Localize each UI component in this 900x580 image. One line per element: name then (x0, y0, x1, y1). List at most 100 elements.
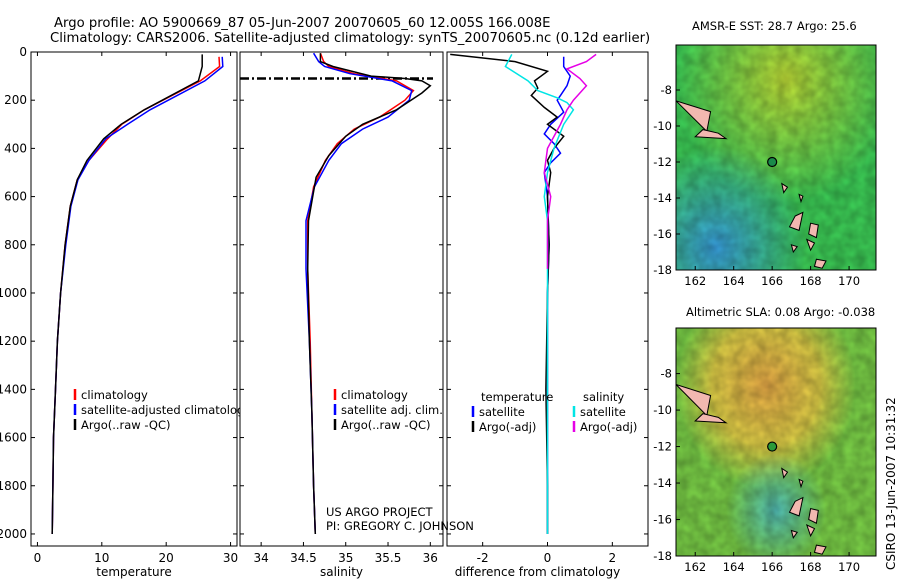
island (788, 211, 804, 232)
sla-map-title: Altimetric SLA: 0.08 Argo: -0.038 (686, 305, 875, 319)
map-lat-label: -10 (653, 119, 672, 133)
island (676, 384, 712, 417)
difference-legend-temperature-heading: temperature (481, 390, 553, 404)
salinity-legend-label: satellite adj. clim. (341, 403, 443, 417)
temperature-profile-panel: 0 10 20 30 0 200 400 600 800 1000 1200 1400 1600 1800… (0, 45, 251, 579)
map-frame (675, 44, 877, 271)
salinity-xtick-label: 34.5 (290, 551, 317, 565)
difference-xtick-label: 2 (609, 551, 617, 565)
salinity-xtick-label: 34 (254, 551, 269, 565)
salinity-profile-panel: 34 34.5 35 35.5 36 salinity climatologysatelli… (239, 51, 444, 579)
temperature-axes-frame (30, 51, 238, 547)
sla-map: Altimetric SLA: 0.08 Argo: -0.038 162 164… (653, 305, 877, 574)
argo-float-marker (767, 156, 778, 168)
map-lat-label: -8 (661, 83, 672, 97)
depth-tick-label: 400 (4, 141, 27, 155)
island (813, 544, 827, 555)
map-lat-label: -12 (653, 440, 672, 454)
island (781, 467, 789, 479)
map-lat-label: -12 (653, 155, 672, 169)
temperature-xtick-label: 20 (159, 551, 174, 565)
salinity-xtick-label: 35 (338, 551, 353, 565)
difference-xlabel: difference from climatology (455, 565, 621, 579)
difference-legend-label: satellite (580, 405, 626, 419)
difference-legend-salinity-heading: salinity (583, 390, 624, 404)
salinity-xtick-label: 36 (423, 551, 438, 565)
map-lon-label: 164 (723, 560, 745, 574)
map-lon-label: 164 (723, 274, 745, 288)
island (805, 238, 816, 252)
island (798, 478, 804, 489)
depth-tick-label: 1000 (0, 286, 27, 300)
temperature-legend-label: Argo(..raw -QC) (81, 418, 171, 432)
difference-legend-label: satellite (479, 405, 525, 419)
island (694, 413, 728, 424)
island (808, 222, 819, 239)
map-lon-label: 162 (684, 274, 706, 288)
sst-map-islands (676, 100, 827, 269)
map-lat-label: -14 (653, 476, 672, 490)
depth-tick-label: 0 (19, 45, 27, 59)
csiro-timestamp: CSIRO 13-Jun-2007 10:31:32 (884, 397, 898, 570)
sst-map-title: AMSR-E SST: 28.7 Argo: 25.6 (692, 19, 857, 33)
temperature-legend-label: climatology (81, 388, 148, 402)
map-lon-label: 168 (800, 274, 822, 288)
difference-xtick-label: 0 (544, 551, 552, 565)
project-pi: PI: GREGORY C. JOHNSON (326, 519, 474, 533)
depth-tick-label: 1600 (0, 431, 27, 445)
map-lat-label: -14 (653, 191, 672, 205)
map-lon-label: 166 (761, 274, 783, 288)
island (808, 507, 819, 524)
difference-xtick-label: -2 (477, 551, 489, 565)
sla-map-islands (676, 384, 827, 555)
difference-series-salinity-argo-adj- (543, 53, 597, 269)
island (676, 100, 712, 133)
temperature-series-argo-raw-qc- (51, 54, 203, 535)
project-name: US ARGO PROJECT (326, 505, 434, 519)
temperature-xlabel: temperature (96, 565, 171, 579)
salinity-legend-label: Argo(..raw -QC) (341, 418, 431, 432)
sla-map-field (676, 328, 876, 556)
temperature-xtick-label: 10 (94, 551, 109, 565)
map-frame (675, 327, 877, 557)
map-lat-label: -10 (653, 403, 672, 417)
map-lat-label: -18 (653, 263, 672, 277)
difference-legend-label: Argo(-adj) (580, 420, 637, 434)
sst-map-axes: 162 164 166 168 170 -8 -10 -12 -14 -16 -18 (653, 44, 877, 288)
island (781, 182, 789, 194)
depth-tick-label: 2000 (0, 527, 27, 541)
map-lon-label: 166 (761, 560, 783, 574)
island (788, 496, 804, 517)
argo-float-marker (767, 441, 778, 452)
map-lat-label: -8 (661, 367, 672, 381)
title-line-1: Argo profile: AO 5900669_87 05-Jun-2007 … (54, 16, 550, 31)
sla-map-axes: 162 164 166 168 170 -8 -10 -12 -14 -16 -18 (653, 327, 877, 574)
sst-map-field (676, 45, 876, 270)
salinity-xlabel: salinity (320, 565, 363, 579)
salinity-xtick-label: 35.5 (375, 551, 402, 565)
island (790, 244, 799, 254)
temperature-legend-label: satellite-adjusted climatology (81, 403, 251, 417)
island (813, 258, 827, 269)
island (790, 529, 799, 539)
map-lon-label: 170 (838, 560, 860, 574)
difference-legend-label: Argo(-adj) (479, 420, 536, 434)
map-lon-label: 168 (800, 560, 822, 574)
map-lat-label: -16 (653, 513, 672, 527)
map-lat-label: -18 (653, 549, 672, 563)
salinity-axes-frame (239, 51, 444, 547)
temperature-xtick-label: 0 (34, 551, 42, 565)
title-line-2: Climatology: CARS2006. Satellite-adjuste… (50, 31, 650, 46)
island (805, 524, 816, 538)
salinity-legend-label: climatology (341, 388, 408, 402)
salinity-series-argo-raw-qc- (306, 53, 432, 535)
island (694, 129, 728, 140)
map-lon-label: 170 (838, 274, 860, 288)
sst-map: AMSR-E SST: 28.7 Argo: 25.6 162 164 166 168… (653, 19, 877, 288)
map-lon-label: 162 (684, 560, 706, 574)
map-lat-label: -16 (653, 227, 672, 241)
island (798, 193, 804, 204)
depth-tick-label: 200 (4, 93, 27, 107)
depth-tick-label: 1800 (0, 479, 27, 493)
